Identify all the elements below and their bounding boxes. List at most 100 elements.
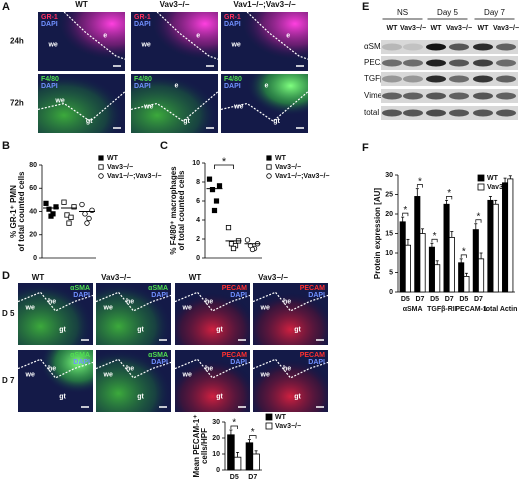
stain-label: DAPI [41, 21, 58, 28]
y-tick-label: 25 [385, 191, 393, 198]
blot-band [403, 92, 423, 100]
tissue-annotation: e [103, 32, 107, 39]
stain-label: F4/80 [224, 76, 242, 83]
tissue-annotation: we [182, 372, 192, 379]
column-header: WT [75, 0, 88, 9]
stain-label: DAPI [41, 83, 58, 90]
bar [428, 246, 435, 293]
blot-band [496, 109, 516, 117]
tissue-annotation: gt [137, 326, 144, 333]
stain-label: αSMA [70, 352, 90, 359]
stain-label: DAPI [73, 292, 90, 299]
significance-mark: * [222, 156, 227, 168]
lane-label: WT [478, 25, 490, 32]
significance-bracket [431, 238, 438, 243]
y-axis-label: of total counted cells [177, 170, 186, 251]
blot-band [473, 59, 493, 67]
column-header: WT [189, 273, 202, 282]
legend-label: Vav1−/−;Vav3−/− [107, 173, 162, 180]
blot-band [473, 109, 493, 117]
y-tick-label: 10 [192, 160, 200, 167]
x-tick-label: D7 [248, 474, 257, 481]
legend-label: WT [487, 175, 499, 182]
data-point [209, 186, 216, 193]
tissue-annotation: we [47, 41, 57, 48]
blot-band [403, 109, 423, 117]
y-axis-label: cells/HPF [200, 428, 209, 464]
y-tick-label: 20 [212, 435, 220, 442]
stain-label: GR-1 [41, 14, 58, 21]
blot-band [403, 59, 423, 67]
panel-letter: A [2, 1, 10, 13]
data-point [79, 201, 85, 208]
y-tick-label: 0 [216, 467, 220, 474]
blot-band [382, 59, 402, 67]
legend-label: Vav3−/− [487, 184, 513, 191]
bar [443, 203, 450, 293]
stain-label: DAPI [224, 21, 241, 28]
micrograph-signal [175, 283, 250, 345]
tissue-annotation: he [205, 298, 213, 305]
bar [399, 221, 406, 293]
blot-band [426, 59, 446, 67]
y-tick-label: 10 [385, 250, 393, 257]
data-point [43, 200, 49, 206]
column-header: Vav3−/− [258, 273, 288, 282]
row-label: 24h [10, 37, 24, 46]
tissue-annotation: we [143, 103, 153, 110]
lane-label: WT [431, 25, 443, 32]
significance-bracket [416, 184, 423, 188]
wound-boundary [246, 11, 309, 60]
y-tick-label: 0 [196, 255, 200, 262]
significance-bracket [230, 425, 238, 429]
stain-label: αSMA [70, 285, 90, 292]
legend-swatch [477, 174, 485, 182]
data-point [211, 207, 218, 214]
y-tick-label: 4 [196, 217, 200, 224]
y-tick-label: 10 [212, 451, 220, 458]
lane-label: Vav3−/− [400, 25, 426, 32]
stain-label: PECAM [300, 352, 325, 359]
blot-band [426, 109, 446, 117]
stain-label: DAPI [134, 21, 151, 28]
blot-group: Day 7 [484, 8, 505, 17]
y-tick-label: 2 [196, 236, 200, 243]
significance-mark: * [447, 188, 451, 199]
stain-label: DAPI [230, 292, 247, 299]
significance-mark: * [232, 418, 236, 429]
stain-label: GR-1 [134, 14, 151, 21]
tissue-annotation: e [196, 32, 200, 39]
significance-mark: * [251, 427, 255, 438]
lane-label: Vav3−/− [493, 25, 519, 32]
column-header: Vav3−/− [160, 0, 190, 9]
bar [252, 453, 260, 471]
bar [492, 203, 499, 293]
data-point [249, 246, 256, 253]
y-axis-label: Protein expression [AU] [373, 188, 382, 279]
bar [458, 262, 465, 293]
tissue-annotation: we [25, 305, 35, 312]
data-point [225, 224, 232, 231]
stain-label: GR-1 [224, 14, 241, 21]
stain-label: F4/80 [134, 76, 152, 83]
wound-boundary [130, 91, 219, 122]
x-tick-label: D7 [415, 296, 424, 303]
tissue-annotation: we [25, 372, 35, 379]
data-point [213, 198, 220, 204]
micrograph-signal [253, 283, 328, 345]
blot-band [449, 109, 469, 117]
legend-label: Vav3−/− [107, 164, 133, 171]
data-point [86, 215, 92, 222]
tissue-annotation: he [126, 365, 134, 372]
tissue-annotation: we [54, 97, 64, 104]
legend-marker [266, 155, 272, 161]
legend-marker [266, 164, 272, 170]
tissue-annotation: gt [59, 326, 66, 333]
blot-band [403, 75, 423, 83]
stain-label: F4/80 [41, 76, 59, 83]
tissue-annotation: we [103, 305, 113, 312]
y-tick-label: 0 [33, 255, 37, 262]
bar [419, 233, 426, 293]
x-tick-label: D7 [445, 296, 454, 303]
lane-label: WT [387, 25, 399, 32]
